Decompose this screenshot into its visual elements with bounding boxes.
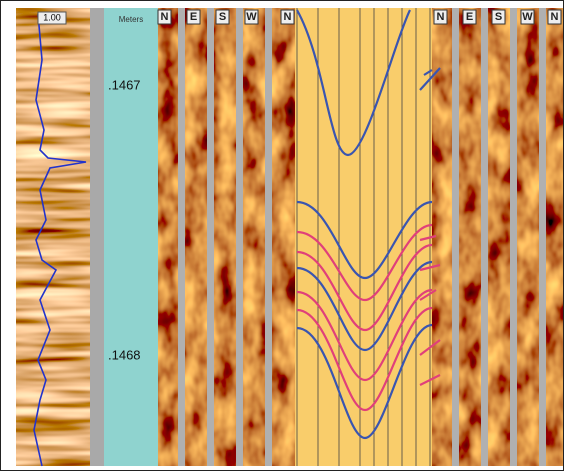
separator — [90, 8, 104, 466]
compass-label: S — [495, 11, 502, 23]
scale-label: 1.00 — [43, 12, 61, 22]
compass-label: E — [466, 11, 473, 23]
depth-label: .1468 — [108, 347, 141, 362]
compass-label: W — [246, 11, 257, 23]
compass-label: S — [219, 11, 226, 23]
compass-label: N — [284, 11, 292, 23]
compass-label: E — [190, 11, 197, 23]
log-viewer: 1.00 Meters .1467 .1468 N E S W — [0, 0, 564, 471]
compass-label: N — [551, 11, 559, 23]
log-image — [16, 8, 90, 466]
compass-label: N — [161, 11, 169, 23]
depth-label: .1467 — [108, 77, 141, 92]
compass-label: W — [522, 11, 533, 23]
compass-label: N — [437, 11, 445, 23]
page: {"log_track": {"scale_label": "1.00"}, "… — [0, 0, 564, 471]
depth-header: Meters — [119, 15, 143, 24]
